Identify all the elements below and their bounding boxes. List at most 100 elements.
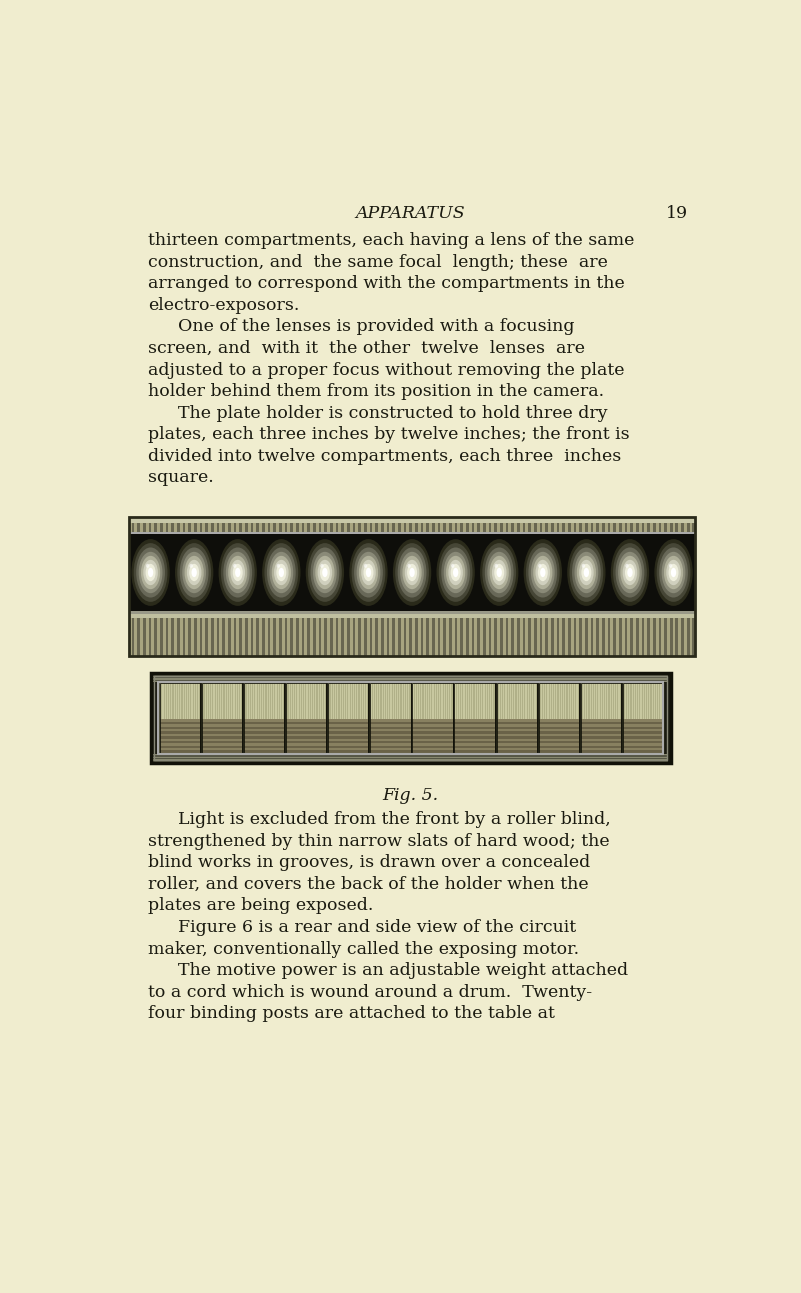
Bar [212,683,213,719]
Bar [160,732,200,733]
Bar [581,743,621,746]
Bar [686,517,690,656]
Bar [244,738,284,741]
Bar [203,517,205,656]
Bar [231,683,232,719]
Bar [276,683,278,719]
Bar [536,683,537,719]
Bar [248,517,251,656]
Bar [581,738,621,741]
Bar [571,683,572,719]
Bar [437,517,441,656]
Bar [364,517,367,656]
Ellipse shape [669,564,678,581]
Bar [588,517,590,656]
Bar [625,517,627,656]
Bar [271,517,273,656]
Bar [286,749,327,750]
Bar [421,517,424,656]
Bar [599,517,602,656]
Bar [203,750,243,753]
Bar [286,729,327,732]
Bar [444,683,445,719]
Bar [171,517,174,656]
Bar [636,683,637,719]
Bar [160,736,200,738]
Ellipse shape [489,556,509,590]
Ellipse shape [533,556,553,590]
Bar [510,683,511,719]
Bar [394,683,395,719]
Bar [321,683,322,719]
Bar [203,743,243,746]
Bar [203,736,243,738]
Ellipse shape [494,564,504,581]
Bar [328,738,368,741]
Bar [261,683,262,719]
Bar [358,517,361,656]
Bar [491,517,494,656]
Bar [187,683,188,719]
Bar [511,683,512,719]
Bar [415,683,416,719]
Ellipse shape [540,568,545,577]
Bar [405,683,406,719]
Bar [328,736,368,738]
Bar [484,683,485,719]
Bar [328,719,368,721]
Bar [497,719,537,721]
Bar [593,683,594,719]
Ellipse shape [669,564,672,568]
Bar [406,683,407,719]
Bar [284,517,288,656]
Bar [370,729,411,732]
Bar [370,719,411,721]
Ellipse shape [190,564,193,568]
Bar [463,517,466,656]
Bar [554,683,555,719]
Bar [429,683,430,719]
Bar [656,683,657,719]
Bar [622,741,662,743]
Bar [242,517,245,656]
Bar [477,517,480,656]
Bar [430,683,432,719]
Bar [658,683,659,719]
Bar [544,683,545,719]
Ellipse shape [618,552,642,593]
Bar [160,750,200,753]
Bar [568,683,569,719]
Bar [324,683,325,719]
Bar [178,683,179,719]
Bar [372,683,374,719]
Ellipse shape [219,539,257,606]
Bar [636,517,638,656]
Bar [168,683,169,719]
Ellipse shape [187,560,202,586]
Bar [454,721,494,724]
Bar [395,683,396,719]
Ellipse shape [613,543,647,601]
Bar [160,746,200,749]
Bar [534,683,536,719]
Bar [185,683,186,719]
Bar [328,729,368,732]
Bar [172,683,174,719]
Bar [509,683,510,719]
Bar [350,517,352,656]
Bar [650,517,653,656]
Bar [528,683,529,719]
Bar [569,683,570,719]
Bar [533,683,534,719]
Bar [415,517,418,656]
Bar [404,683,405,719]
Bar [343,683,344,719]
Bar [160,517,163,656]
Bar [281,683,282,719]
Bar [416,683,417,719]
Bar [328,727,368,729]
Bar [454,733,494,736]
Bar [656,517,658,656]
Bar [477,683,478,719]
Bar [476,683,477,719]
